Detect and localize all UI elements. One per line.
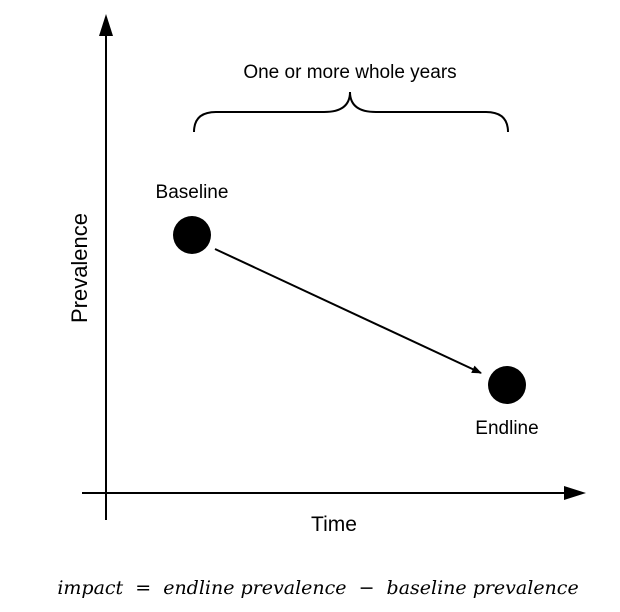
impact-formula: impact = endline prevalence − baseline p… — [57, 577, 578, 599]
endline-label: Endline — [475, 418, 538, 439]
x-axis-label: Time — [311, 513, 357, 536]
time-span-label: One or more whole years — [243, 62, 456, 83]
baseline-point — [173, 216, 211, 254]
formula-impact: impact — [57, 577, 123, 599]
endline-point — [488, 366, 526, 404]
y-axis-label: Prevalence — [67, 213, 92, 323]
formula-baseline-prevalence: baseline prevalence — [387, 577, 579, 599]
y-axis-arrowhead — [99, 14, 113, 36]
baseline-label: Baseline — [156, 182, 229, 203]
formula-minus: − — [359, 577, 375, 599]
change-arrow — [214, 248, 482, 374]
time-span-brace — [193, 91, 509, 133]
formula-endline-prevalence: endline prevalence — [163, 577, 346, 599]
x-axis-arrowhead — [564, 486, 586, 500]
formula-equals: = — [135, 577, 151, 599]
